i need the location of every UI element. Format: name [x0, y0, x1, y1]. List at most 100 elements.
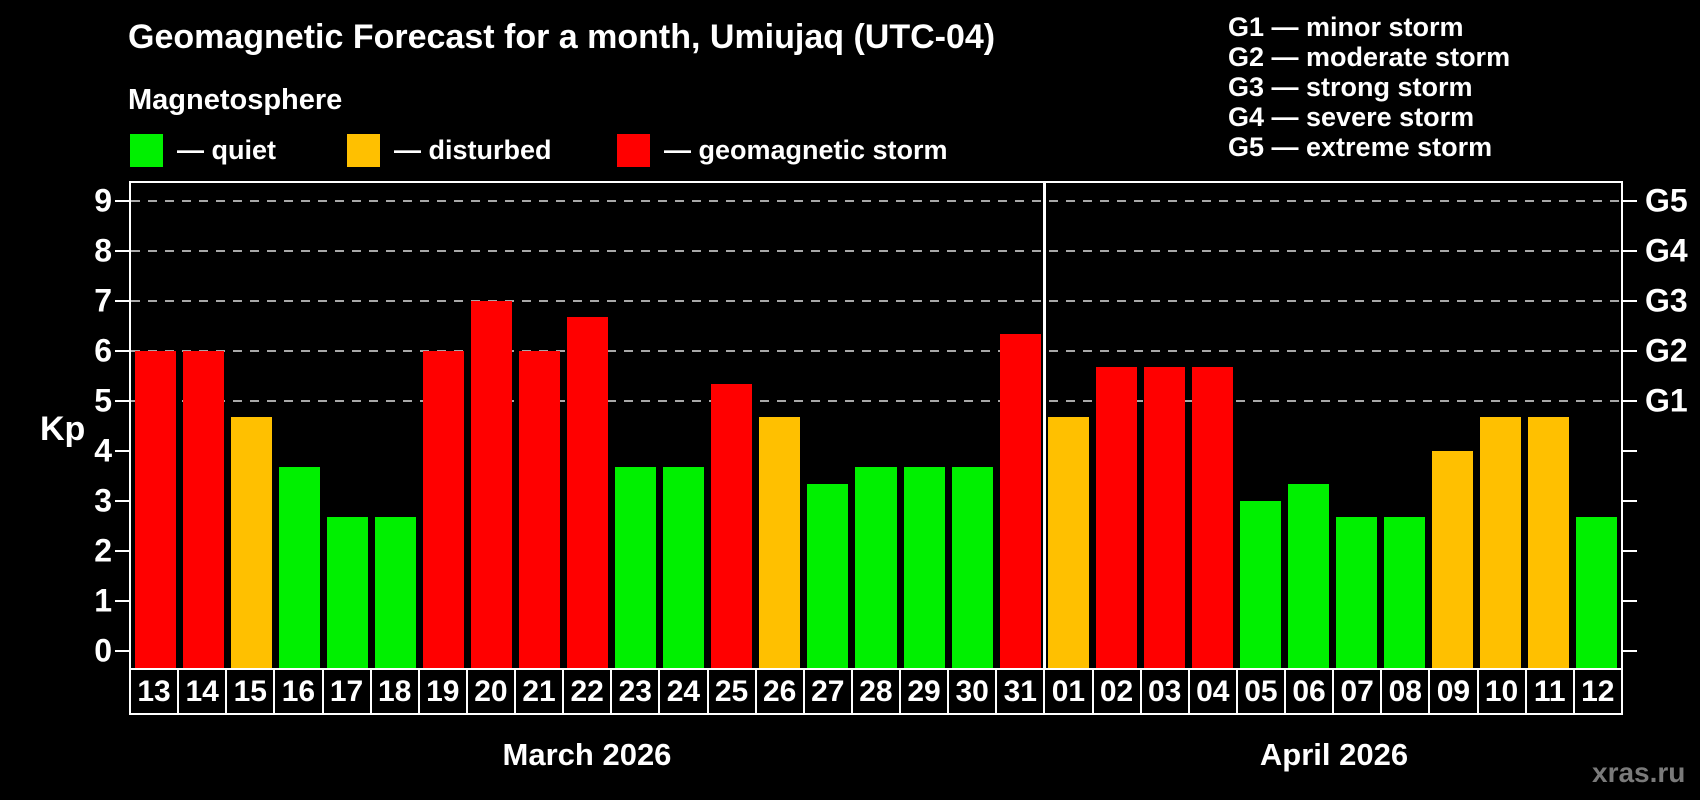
g-scale-label-g1: G1 [1645, 382, 1688, 418]
day-cell-march-24: 24 [658, 668, 709, 715]
y-axis-tick-right-1 [1623, 599, 1637, 602]
kp-bar-march-26 [759, 417, 801, 668]
day-cell-march-16: 16 [273, 668, 324, 715]
y-axis-tick-right-9 [1623, 199, 1637, 202]
kp-bar-march-21 [519, 350, 561, 668]
y-tick-label-5: 5 [94, 382, 112, 418]
y-axis-tick-left-8 [115, 249, 129, 252]
kp-bar-march-18 [374, 517, 416, 668]
g-legend-line-g5: G5 — extreme storm [1228, 132, 1493, 162]
storm-swatch-icon [617, 134, 650, 167]
kp-bar-march-16 [278, 467, 320, 668]
kp-bar-april-12 [1576, 517, 1618, 668]
kp-bar-april-03 [1143, 367, 1185, 668]
kp-bar-april-10 [1480, 417, 1522, 668]
day-cell-march-22: 22 [562, 668, 613, 715]
disturbed-swatch-icon [347, 134, 380, 167]
y-axis-tick-right-6 [1623, 349, 1637, 352]
day-cell-march-29: 29 [899, 668, 950, 715]
y-axis-tick-right-2 [1623, 549, 1637, 552]
g-scale-label-g4: G4 [1645, 232, 1688, 268]
day-cell-march-21: 21 [514, 668, 565, 715]
y-tick-label-3: 3 [94, 482, 112, 518]
kp-bar-april-05 [1239, 500, 1282, 668]
day-cell-april-04: 04 [1187, 668, 1238, 715]
day-cell-march-17: 17 [321, 668, 372, 715]
g-legend-line-g2: G2 — moderate storm [1228, 42, 1511, 72]
kp-bar-april-04 [1191, 367, 1233, 668]
watermark: xras.ru [1592, 757, 1686, 788]
page-title: Geomagnetic Forecast for a month, Umiuja… [128, 18, 996, 56]
day-cell-march-26: 26 [754, 668, 805, 715]
g-legend-line-g3: G3 — strong storm [1228, 72, 1473, 102]
y-axis-tick-right-5 [1623, 399, 1637, 402]
kp-bar-march-15 [230, 417, 272, 668]
y-axis-tick-left-9 [115, 199, 129, 202]
kp-bar-april-07 [1336, 517, 1378, 668]
kp-bar-march-23 [615, 467, 657, 668]
y-axis-tick-left-5 [115, 399, 129, 402]
kp-bar-march-25 [711, 384, 753, 668]
day-cell-april-10: 10 [1476, 668, 1527, 715]
day-cell-march-25: 25 [706, 668, 757, 715]
legend-label-disturbed: — disturbed [394, 135, 552, 165]
g-legend-line-g1: G1 — minor storm [1228, 12, 1464, 42]
month-label-march: March 2026 [502, 737, 672, 772]
y-tick-label-1: 1 [94, 582, 112, 618]
kp-bar-march-27 [807, 484, 849, 668]
y-axis-tick-right-3 [1623, 499, 1637, 502]
y-tick-label-2: 2 [94, 532, 112, 568]
kp-bar-march-29 [903, 467, 945, 668]
day-cell-april-01: 01 [1043, 668, 1094, 715]
month-label-april: April 2026 [1259, 737, 1409, 772]
day-cell-april-03: 03 [1139, 668, 1190, 715]
g-scale-label-g5: G5 [1645, 182, 1688, 218]
day-cell-march-20: 20 [465, 668, 516, 715]
y-axis-tick-right-0 [1623, 649, 1637, 652]
day-cell-march-27: 27 [802, 668, 853, 715]
y-axis-tick-left-4 [115, 449, 129, 452]
y-axis-tick-left-6 [115, 349, 129, 352]
day-cell-march-19: 19 [417, 668, 468, 715]
y-tick-label-0: 0 [94, 632, 112, 668]
kp-bar-march-17 [326, 517, 368, 668]
y-axis-tick-right-4 [1623, 449, 1637, 452]
g-scale-legend: G1 — minor storm G2 — moderate storm G3 … [1228, 12, 1510, 162]
legend-item-storm: — geomagnetic storm [617, 134, 948, 167]
day-cell-april-08: 08 [1380, 668, 1431, 715]
y-tick-label-9: 9 [94, 182, 112, 218]
kp-bar-april-11 [1528, 417, 1570, 668]
magnetosphere-label: Magnetosphere [128, 84, 343, 116]
gridline-kp-8 [131, 249, 1621, 252]
y-tick-label-8: 8 [94, 232, 112, 268]
day-cell-march-18: 18 [369, 668, 420, 715]
y-axis-tick-right-8 [1623, 249, 1637, 252]
kp-bar-march-14 [182, 350, 224, 668]
day-cell-march-14: 14 [177, 668, 228, 715]
y-axis-tick-left-7 [115, 299, 129, 302]
plot-frame [129, 181, 1623, 670]
day-cell-march-28: 28 [850, 668, 901, 715]
y-axis-tick-left-1 [115, 599, 129, 602]
g-legend-line-g4: G4 — severe storm [1228, 102, 1475, 132]
kp-bar-march-24 [663, 467, 705, 668]
gridline-kp-7 [131, 299, 1621, 302]
day-cell-april-09: 09 [1428, 668, 1479, 715]
kp-bar-march-30 [951, 467, 993, 668]
kp-bar-march-19 [422, 350, 464, 668]
quiet-swatch-icon [130, 134, 163, 167]
legend-item-quiet: — quiet [130, 134, 276, 167]
kp-bar-april-01 [1047, 417, 1089, 668]
kp-bar-april-02 [1095, 367, 1137, 668]
y-tick-label-7: 7 [94, 282, 112, 318]
g-scale-label-g2: G2 [1645, 332, 1688, 368]
plot-area [131, 183, 1621, 668]
y-tick-label-6: 6 [94, 332, 112, 368]
y-axis-tick-left-2 [115, 549, 129, 552]
y-axis-tick-right-7 [1623, 299, 1637, 302]
day-cell-april-05: 05 [1235, 668, 1286, 715]
kp-axis-label: Kp [40, 410, 86, 448]
gridline-kp-5 [131, 399, 1621, 402]
kp-bar-april-08 [1384, 517, 1426, 668]
